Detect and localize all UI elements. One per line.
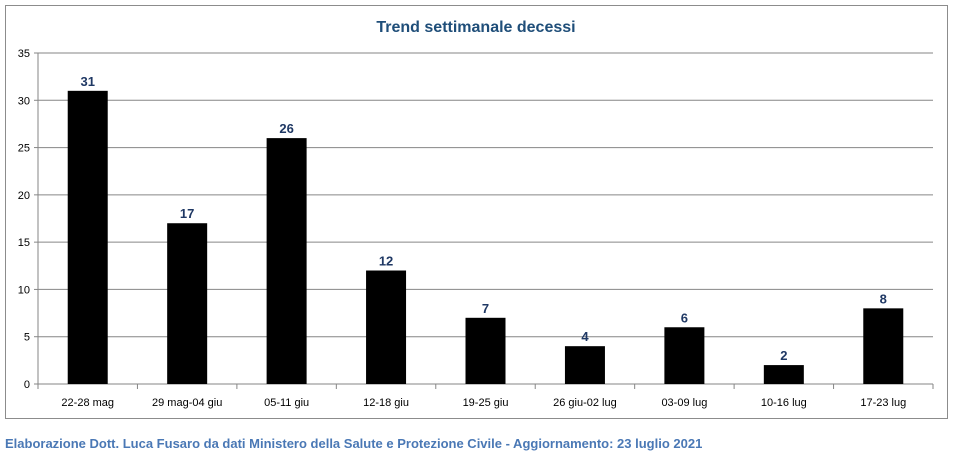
data-label: 17 — [180, 206, 194, 221]
x-tick-label: 19-25 giu — [463, 397, 509, 409]
bar-chart: Trend settimanale decessi 3117261274628 … — [18, 19, 934, 409]
bars — [67, 90, 904, 384]
y-tick-label: 20 — [18, 190, 30, 202]
source-caption: Elaborazione Dott. Luca Fusaro da dati M… — [5, 436, 703, 451]
bar — [465, 317, 506, 384]
data-label: 8 — [880, 291, 887, 306]
bar — [863, 308, 904, 384]
bar — [266, 138, 307, 384]
x-tick-label: 05-11 giu — [264, 397, 309, 409]
data-label: 2 — [780, 348, 787, 363]
y-tick-label: 5 — [24, 332, 30, 344]
x-tick-label: 26 giu-02 lug — [553, 397, 617, 409]
bar — [167, 223, 208, 384]
chart-title: Trend settimanale decessi — [376, 19, 575, 36]
data-label: 12 — [379, 254, 393, 269]
data-label: 31 — [80, 74, 94, 89]
x-tick-label: 29 mag-04 giu — [152, 397, 222, 409]
y-tick-label: 35 — [18, 48, 30, 60]
data-label: 26 — [279, 121, 293, 136]
bar — [664, 327, 705, 384]
x-tick-label: 10-16 lug — [761, 397, 807, 409]
data-label: 7 — [482, 301, 489, 316]
y-tick-label: 0 — [24, 379, 30, 391]
y-tick-label: 15 — [18, 237, 30, 249]
data-label: 6 — [681, 310, 688, 325]
bar — [67, 90, 108, 384]
bar — [564, 346, 605, 384]
x-tick-label: 03-09 lug — [661, 397, 707, 409]
y-tick-label: 25 — [18, 143, 30, 155]
data-label: 4 — [581, 329, 589, 344]
x-tick-label: 17-23 lug — [860, 397, 906, 409]
bar — [763, 365, 804, 384]
bar — [366, 270, 407, 384]
tick-labels: 0 5 10 15 20 25 30 35 22-28 mag 29 mag-04 giu 05-1… — [18, 48, 906, 409]
y-tick-label: 30 — [18, 95, 30, 107]
x-tick-label: 22-28 mag — [61, 397, 114, 409]
data-labels: 31 17 26 12 7 4 6 2 8 — [80, 74, 886, 363]
y-tick-label: 10 — [18, 284, 30, 296]
x-tick-label: 12-18 giu — [363, 397, 409, 409]
